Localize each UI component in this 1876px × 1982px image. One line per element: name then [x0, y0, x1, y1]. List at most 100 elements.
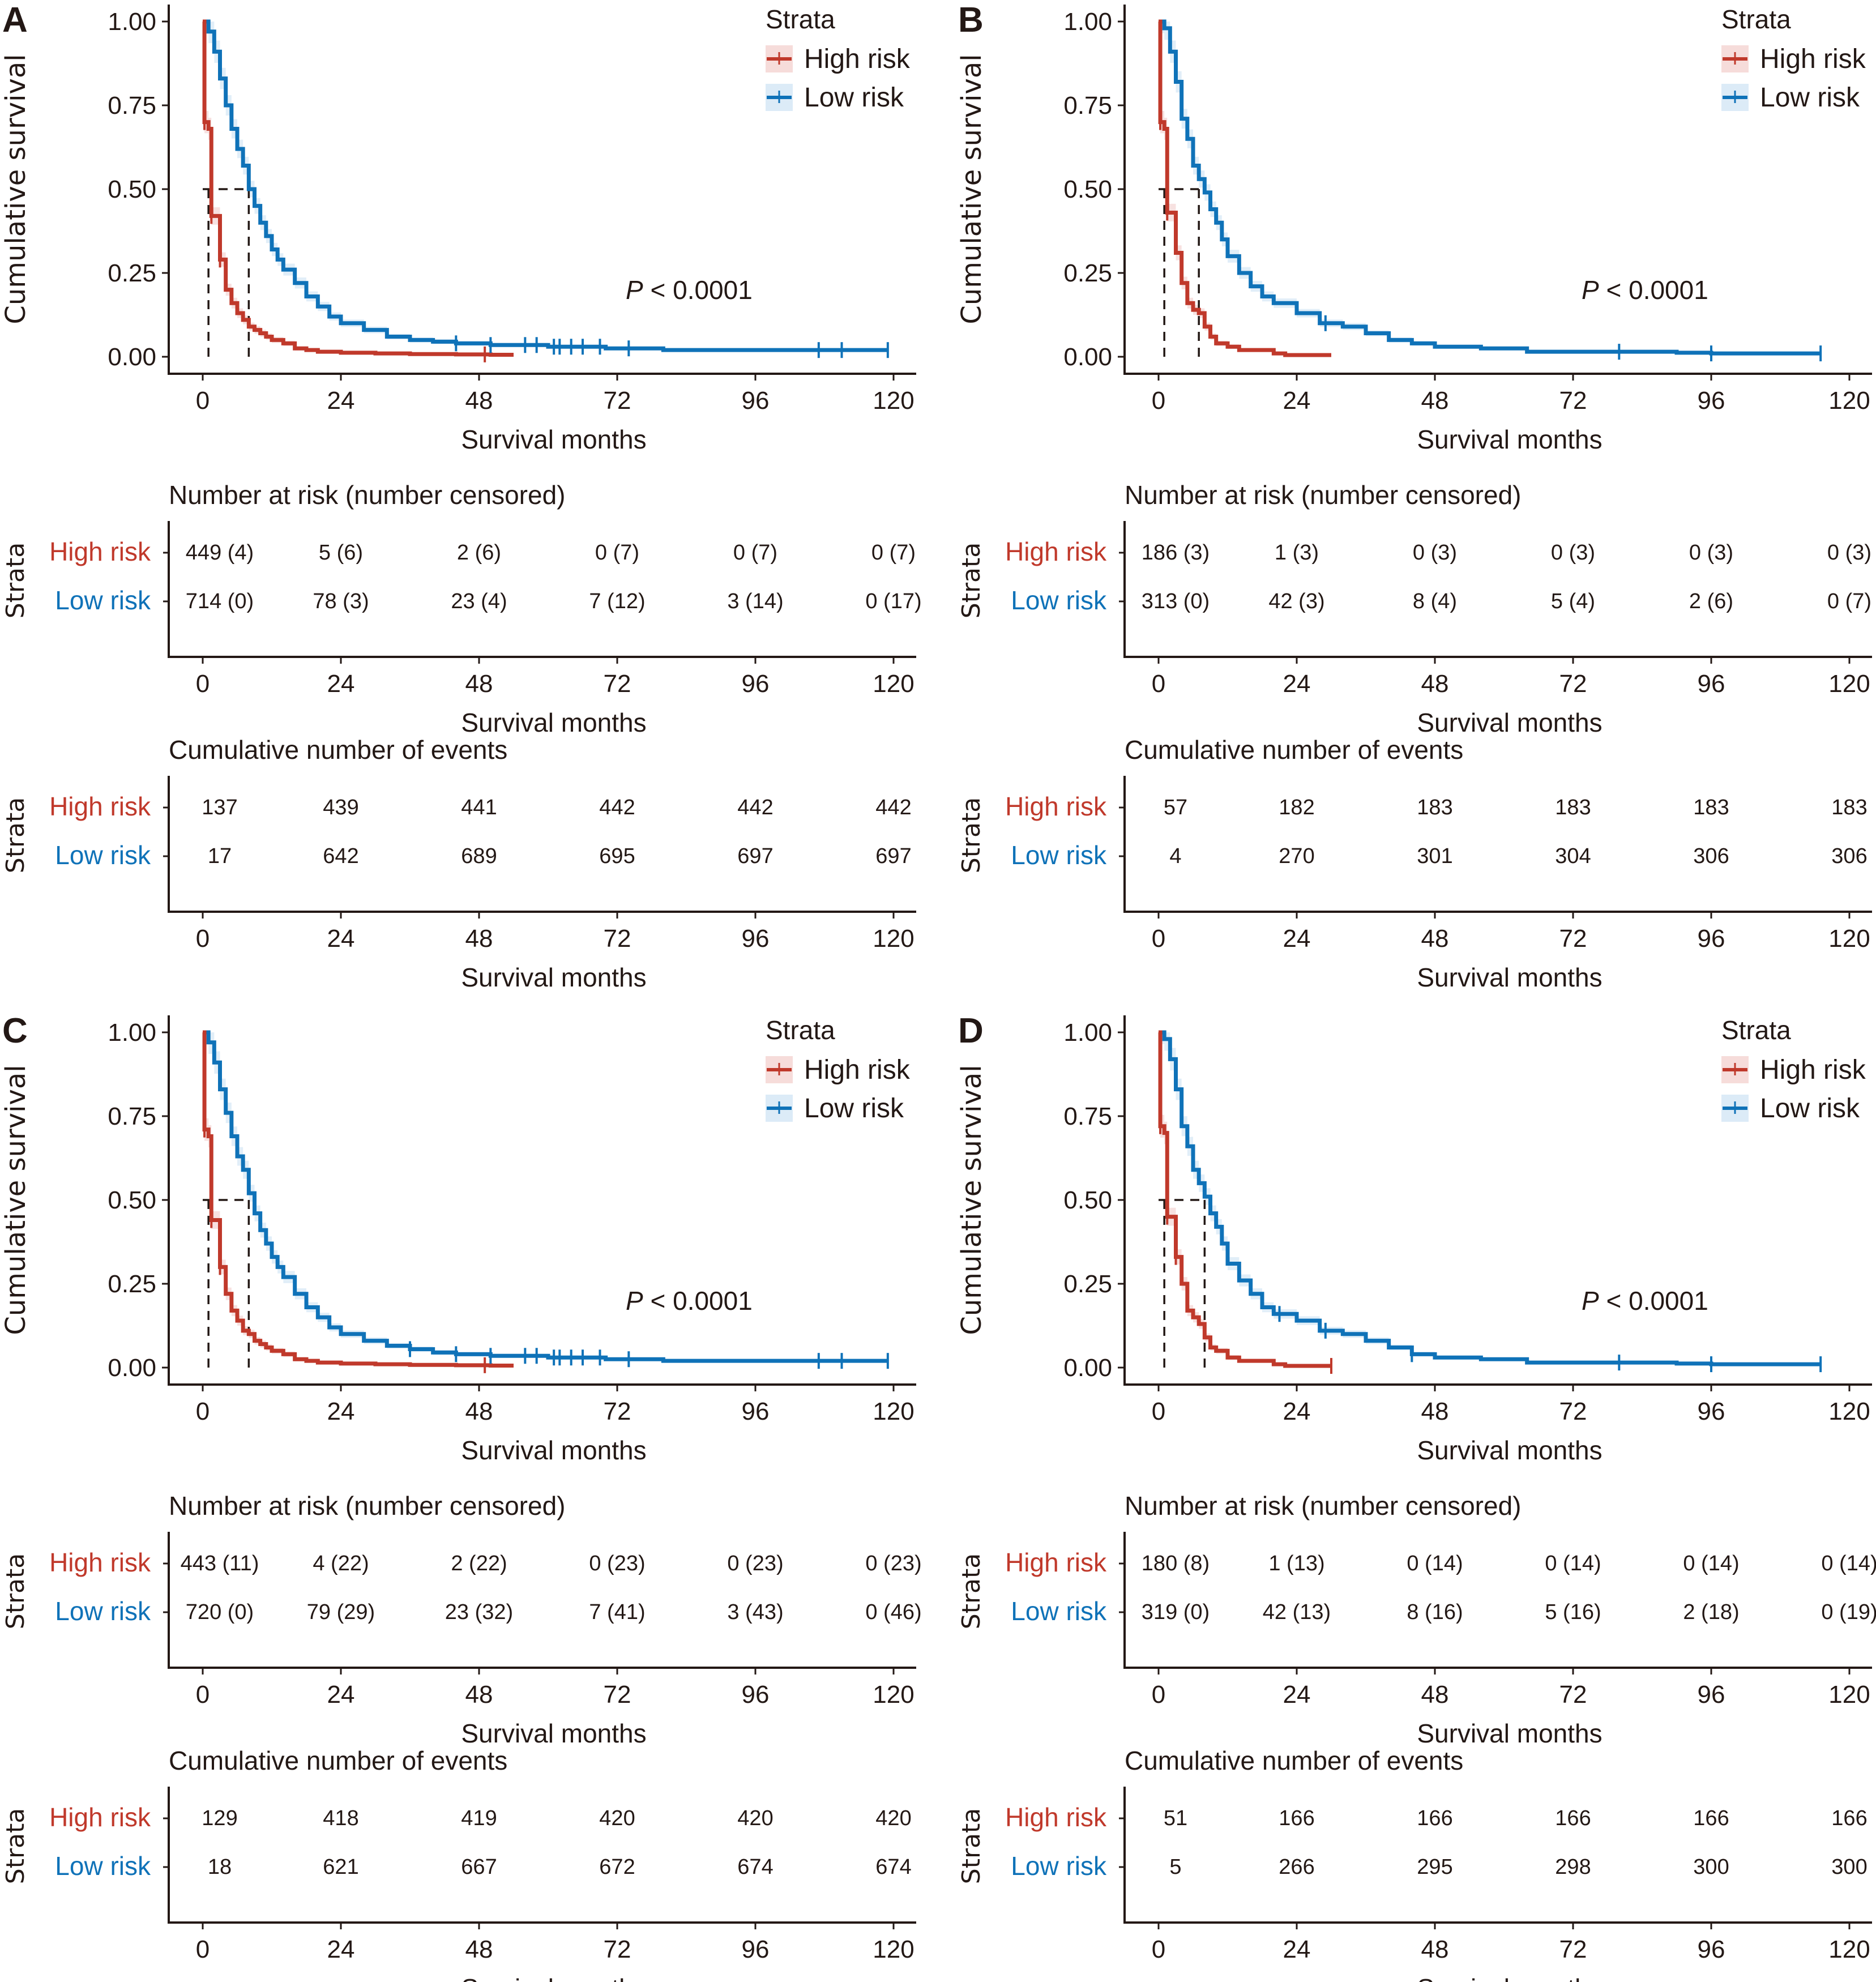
- y-tick-label: 0.00: [1063, 1354, 1112, 1382]
- row-label-low-risk: Low risk: [55, 1851, 151, 1881]
- x-tick-label: 96: [742, 1936, 770, 1963]
- x-axis-label: Survival months: [1417, 1974, 1602, 1982]
- table-cell-low-risk: 319 (0): [1142, 1600, 1210, 1624]
- x-tick-label: 72: [1559, 925, 1587, 952]
- table-cell-high-risk: 442: [599, 796, 635, 819]
- table-cell-low-risk: 672: [599, 1855, 635, 1879]
- table-cell-high-risk: 419: [461, 1806, 497, 1830]
- table-cell-high-risk: 183: [1417, 796, 1452, 819]
- x-tick-label: 120: [873, 1936, 914, 1963]
- table-cell-low-risk: 714 (0): [186, 590, 254, 613]
- risk-table-title: Number at risk (number censored): [1125, 480, 1521, 510]
- row-label-low-risk: Low risk: [1011, 1596, 1107, 1626]
- x-tick-label: 72: [1559, 1936, 1587, 1963]
- table-cell-high-risk: 439: [323, 796, 358, 819]
- legend-high-risk-label: High risk: [1760, 1055, 1866, 1085]
- km-plot: Cumulative survival 0.00 0.25 0.50 0.75 1.00 0…: [0, 5, 916, 454]
- x-tick-label: 0: [196, 1936, 210, 1963]
- x-tick-label: 120: [873, 925, 914, 952]
- p-value: < 0.0001: [643, 275, 753, 305]
- strata-axis-label: Strata: [1, 1808, 30, 1884]
- y-axis-label: Cumulative survival: [956, 1065, 988, 1335]
- table-cell-high-risk: 0 (14): [1545, 1552, 1601, 1575]
- y-tick-label: 0.75: [108, 1103, 156, 1130]
- table-cell-high-risk: 166: [1693, 1806, 1729, 1830]
- risk-table-axis: [168, 1532, 916, 1669]
- row-label-low-risk: Low risk: [1011, 1851, 1107, 1881]
- table-cell-high-risk: 0 (7): [871, 541, 916, 565]
- table-cell-high-risk: 186 (3): [1142, 541, 1210, 565]
- x-axis-label: Survival months: [461, 963, 646, 992]
- table-cell-low-risk: 42 (13): [1263, 1600, 1331, 1624]
- x-tick-label: 72: [604, 925, 631, 952]
- km-plot: Cumulative survival 0.00 0.25 0.50 0.75 1.00 0…: [956, 1015, 1872, 1465]
- table-cell-low-risk: 306: [1831, 844, 1867, 868]
- table-cell-high-risk: 0 (14): [1407, 1552, 1463, 1575]
- p-symbol: P: [1582, 1286, 1599, 1315]
- table-cell-low-risk: 0 (46): [865, 1600, 921, 1624]
- x-tick-label: 96: [1698, 670, 1725, 698]
- panel-letter: D: [958, 1011, 984, 1050]
- x-tick-label: 0: [196, 670, 210, 698]
- x-tick-label: 72: [604, 387, 631, 415]
- y-axis-label: Cumulative survival: [956, 54, 988, 324]
- x-tick-label: 24: [1283, 925, 1311, 952]
- legend-low-risk-label: Low risk: [1760, 1093, 1860, 1124]
- row-label-high-risk: High risk: [49, 1802, 151, 1832]
- x-tick-label: 24: [327, 1936, 355, 1963]
- table-cell-low-risk: 667: [461, 1855, 497, 1879]
- x-tick-label: 0: [1152, 1936, 1165, 1963]
- legend-low-risk-label: Low risk: [1760, 83, 1860, 113]
- table-cell-high-risk: 182: [1279, 796, 1314, 819]
- x-tick-label: 120: [1828, 670, 1870, 698]
- legend: Strata High risk Low risk: [1721, 1015, 1866, 1124]
- y-tick-label: 0.50: [1063, 1186, 1112, 1214]
- panel-c: C Cumulative survival 0.00 0.25 0.50 0.75 1.00…: [0, 1011, 922, 1982]
- table-cell-low-risk: 266: [1279, 1855, 1314, 1879]
- x-tick-label: 120: [873, 1398, 914, 1425]
- x-tick-label: 96: [1698, 387, 1725, 415]
- strata-axis-label: Strata: [1, 797, 30, 873]
- x-tick-label: 120: [1828, 1398, 1870, 1425]
- x-tick-label: 24: [1283, 387, 1311, 415]
- x-tick-label: 48: [1421, 1681, 1449, 1708]
- x-tick-label: 0: [196, 387, 210, 415]
- table-cell-high-risk: 0 (23): [589, 1552, 645, 1575]
- table-cell-low-risk: 295: [1417, 1855, 1452, 1879]
- table-cell-low-risk: 298: [1555, 1855, 1591, 1879]
- table-cell-high-risk: 0 (3): [1413, 541, 1457, 565]
- events-table: Cumulative number of events Strata High ri…: [1, 1746, 916, 1982]
- events-table-axis: [1123, 1787, 1872, 1924]
- x-axis-label: Survival months: [1417, 1436, 1602, 1465]
- panel-b: B Cumulative survival 0.00 0.25 0.50 0.75 1.00…: [956, 1, 1872, 992]
- x-tick-label: 120: [1828, 1681, 1870, 1708]
- table-cell-low-risk: 17: [208, 844, 232, 868]
- events-table: Cumulative number of events Strata High ri…: [957, 1746, 1872, 1982]
- legend-high-risk-label: High risk: [1760, 44, 1866, 74]
- x-tick-label: 48: [1421, 925, 1449, 952]
- risk-table-title: Number at risk (number censored): [1125, 1491, 1521, 1520]
- x-tick-label: 0: [1152, 387, 1165, 415]
- events-table: Cumulative number of events Strata High ri…: [1, 735, 916, 992]
- strata-axis-label: Strata: [957, 543, 986, 618]
- x-axis-label: Survival months: [461, 708, 646, 737]
- x-axis-label: Survival months: [1417, 1719, 1602, 1748]
- events-table-title: Cumulative number of events: [169, 735, 507, 764]
- table-cell-low-risk: 313 (0): [1142, 590, 1210, 613]
- low-risk-curve: [203, 19, 888, 352]
- x-tick-label: 120: [1828, 925, 1870, 952]
- table-cell-high-risk: 137: [202, 796, 237, 819]
- legend-title: Strata: [766, 5, 835, 34]
- low-risk-curve: [1159, 1030, 1821, 1366]
- x-tick-label: 0: [1152, 1681, 1165, 1708]
- high-risk-curve: [1158, 19, 1331, 357]
- x-axis-label: Survival months: [461, 1719, 646, 1748]
- x-tick-label: 96: [1698, 1398, 1725, 1425]
- table-cell-high-risk: 166: [1279, 1806, 1314, 1830]
- risk-table-axis: [168, 521, 916, 658]
- x-tick-label: 24: [1283, 1398, 1311, 1425]
- table-cell-low-risk: 2 (6): [1689, 590, 1733, 613]
- risk-table: Number at risk (number censored) Strata Hi…: [957, 1491, 1876, 1748]
- events-table-title: Cumulative number of events: [169, 1746, 507, 1775]
